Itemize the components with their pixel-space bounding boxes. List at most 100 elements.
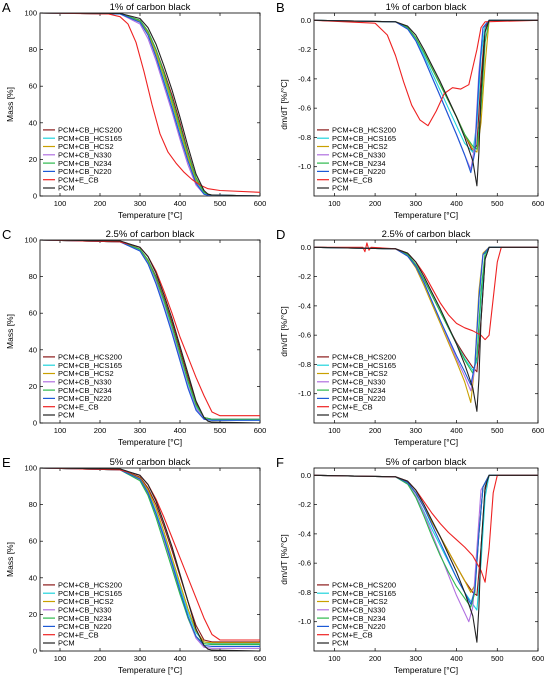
y-tick-label: 60 <box>29 82 37 91</box>
legend-entry: PCM+CB_N234 <box>332 386 386 395</box>
legend-entry: PCM+CB_HCS200 <box>332 353 396 362</box>
x-tick-label: 500 <box>491 654 504 663</box>
legend-entry: PCM+CB_N220 <box>332 167 386 176</box>
x-tick-label: 600 <box>532 426 545 435</box>
x-tick-label: 400 <box>450 199 463 208</box>
legend-entry: PCM+CB_N330 <box>58 606 112 615</box>
series-line-pcm-e-cb <box>40 13 260 193</box>
panel-e: E 5% of carbon black 100 200 300 400 500 600 0 20… <box>2 455 266 675</box>
x-tick-label: 200 <box>369 654 382 663</box>
panel-letter: E <box>2 455 11 470</box>
x-tick-label: 300 <box>134 426 147 435</box>
plot-frame <box>39 467 261 652</box>
series-line-pcm-cb-n220 <box>314 474 538 605</box>
y-tick-label: 20 <box>29 382 37 391</box>
y-tick-label: 20 <box>29 155 37 164</box>
panel-letter: F <box>276 455 284 470</box>
series-line-pcm-cb-n220 <box>40 240 260 421</box>
x-tick-label: 100 <box>54 426 67 435</box>
plot-frame <box>39 12 261 197</box>
panel-letter: C <box>2 227 11 242</box>
y-tick-label: -0.8 <box>298 133 311 142</box>
series-group <box>314 19 538 187</box>
plot-frame <box>313 467 539 652</box>
x-tick-label: 200 <box>369 426 382 435</box>
legend-entry: PCM+CB_HCS165 <box>332 361 396 370</box>
y-tick-label: -0.4 <box>298 74 311 83</box>
x-tick-label: 400 <box>174 199 187 208</box>
y-tick-label: -0.2 <box>298 45 311 54</box>
legend-entry: PCM+CB_N220 <box>332 622 386 631</box>
panel-letter: D <box>276 227 285 242</box>
y-axis-label: dm/dT [%/°C] <box>279 306 289 356</box>
series-line-pcm <box>40 240 260 423</box>
series-line-pcm-cb-hcs200 <box>40 468 260 643</box>
legend-entry: PCM+CB_N234 <box>58 159 112 168</box>
plot-frame <box>313 239 539 424</box>
legend: PCM+CB_HCS200PCM+CB_HCS165PCM+CB_HCS2PCM… <box>43 581 122 648</box>
series-line-pcm-cb-hcs200 <box>314 474 538 596</box>
y-tick-label: 0 <box>33 192 37 201</box>
legend-entry: PCM+CB_HCS165 <box>58 589 122 598</box>
legend-entry: PCM+CB_HCS2 <box>58 142 114 151</box>
legend-entry: PCM+CB_N234 <box>58 614 112 623</box>
x-tick-label: 400 <box>174 654 187 663</box>
legend-entry: PCM+CB_N330 <box>332 606 386 615</box>
y-tick-label: 100 <box>24 9 37 18</box>
y-tick-label: -0.8 <box>298 588 311 597</box>
x-tick-label: 200 <box>369 199 382 208</box>
y-tick-label: 100 <box>24 236 37 245</box>
legend-entry: PCM+CB_HCS200 <box>332 581 396 590</box>
x-axis-label: Temperature [°C] <box>394 210 458 220</box>
y-tick-label: -0.4 <box>298 301 311 310</box>
legend-entry: PCM <box>58 411 75 420</box>
y-tick-label: 0.0 <box>301 471 311 480</box>
x-tick-label: 100 <box>328 654 341 663</box>
x-tick-label: 500 <box>491 199 504 208</box>
y-axis-label: Mass [%] <box>5 314 15 349</box>
legend-entry: PCM+E_CB <box>332 175 373 184</box>
series-line-pcm <box>40 468 260 651</box>
legend: PCM+CB_HCS200PCM+CB_HCS165PCM+CB_HCS2PCM… <box>43 353 122 420</box>
series-line-pcm <box>314 246 538 412</box>
legend-entry: PCM <box>58 184 75 193</box>
panel-letter: B <box>276 0 285 15</box>
series-group <box>40 13 260 196</box>
x-axis-label: Temperature [°C] <box>118 437 182 447</box>
y-tick-label: -1.0 <box>298 162 311 171</box>
legend-entry: PCM+CB_HCS2 <box>332 369 388 378</box>
legend-entry: PCM+CB_N220 <box>58 394 112 403</box>
y-tick-label: -1.0 <box>298 617 311 626</box>
y-tick-label: 40 <box>29 345 37 354</box>
y-tick-label: 80 <box>29 500 37 509</box>
panel-f: F 5% of carbon black 100 200 300 400 500 600 0.0… <box>276 455 544 675</box>
legend-entry: PCM+CB_N330 <box>332 151 386 160</box>
x-axis-label: Temperature [°C] <box>118 665 182 675</box>
legend-entry: PCM+E_CB <box>332 630 373 639</box>
series-line-pcm-cb-n220 <box>314 19 538 174</box>
series-line-pcm-cb-hcs2 <box>40 468 260 644</box>
legend-entry: PCM+CB_HCS2 <box>332 597 388 606</box>
legend-entry: PCM+CB_HCS165 <box>58 361 122 370</box>
x-tick-label: 500 <box>214 654 227 663</box>
y-axis-label: Mass [%] <box>5 542 15 577</box>
x-tick-label: 200 <box>94 199 107 208</box>
y-tick-label: -0.6 <box>298 104 311 113</box>
panel-letter: A <box>2 0 11 15</box>
legend-entry: PCM+CB_HCS165 <box>58 134 122 143</box>
x-tick-label: 400 <box>450 654 463 663</box>
y-tick-label: 60 <box>29 537 37 546</box>
legend-entry: PCM+CB_N234 <box>58 386 112 395</box>
legend-entry: PCM+CB_HCS200 <box>332 126 396 135</box>
legend-entry: PCM+CB_N220 <box>332 394 386 403</box>
x-tick-label: 500 <box>214 426 227 435</box>
legend-entry: PCM+CB_HCS2 <box>332 142 388 151</box>
x-tick-label: 300 <box>410 426 423 435</box>
x-tick-label: 100 <box>54 199 67 208</box>
legend-entry: PCM+CB_HCS200 <box>58 126 122 135</box>
series-group <box>314 474 538 643</box>
series-line-pcm-cb-n220 <box>314 246 538 386</box>
x-tick-label: 600 <box>254 426 267 435</box>
